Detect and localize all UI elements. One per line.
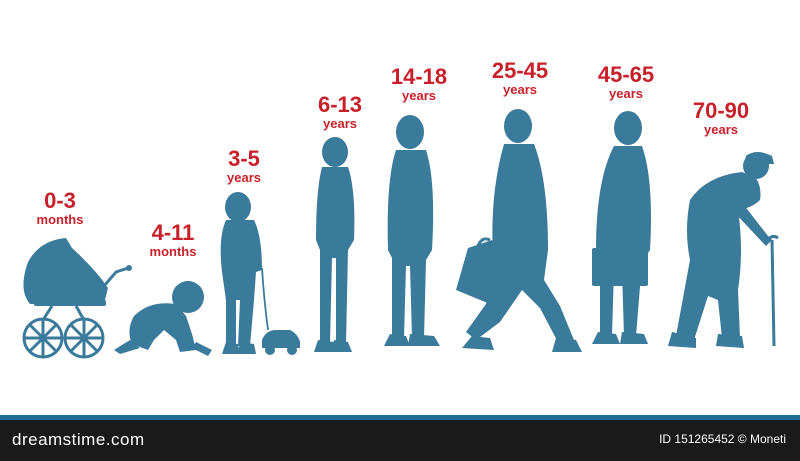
- stage-label-3: 6-13 years: [317, 92, 363, 131]
- elderly-silhouette: [668, 152, 779, 348]
- stage-label-4: 14-18 years: [390, 64, 448, 103]
- image-credit: ID 151265452 © Moneti: [659, 432, 786, 446]
- stage-label-6: 45-65 years: [597, 62, 655, 101]
- adult-silhouette: [456, 109, 582, 352]
- stage-label-2: 3-5 years: [227, 146, 261, 185]
- watermark-footer: dreamstime.com ID 151265452 © Moneti: [0, 415, 800, 461]
- stage-label-5: 25-45 years: [491, 58, 549, 97]
- brand-logo: dreamstime.com: [12, 430, 145, 449]
- child-silhouette: [220, 192, 300, 355]
- life-stages-diagram: 0-3 months 4-11 months 3-5 years 6-13 ye…: [22, 58, 779, 359]
- preteen-silhouette: [314, 137, 355, 352]
- teen-silhouette: [384, 115, 440, 346]
- middle-aged-silhouette: [592, 111, 651, 344]
- stroller-silhouette: [22, 238, 132, 359]
- silhouettes: [22, 109, 779, 359]
- crawling-baby-silhouette: [114, 281, 212, 356]
- stage-label-1: 4-11 months: [149, 220, 197, 259]
- stage-label-7: 70-90 years: [692, 98, 750, 137]
- footer-accent-bar: [0, 415, 800, 420]
- stage-label-0: 0-3 months: [36, 188, 84, 227]
